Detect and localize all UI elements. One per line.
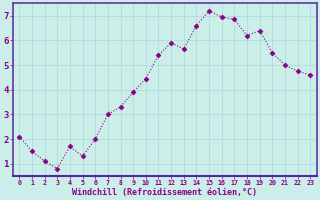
X-axis label: Windchill (Refroidissement éolien,°C): Windchill (Refroidissement éolien,°C) (72, 188, 257, 197)
